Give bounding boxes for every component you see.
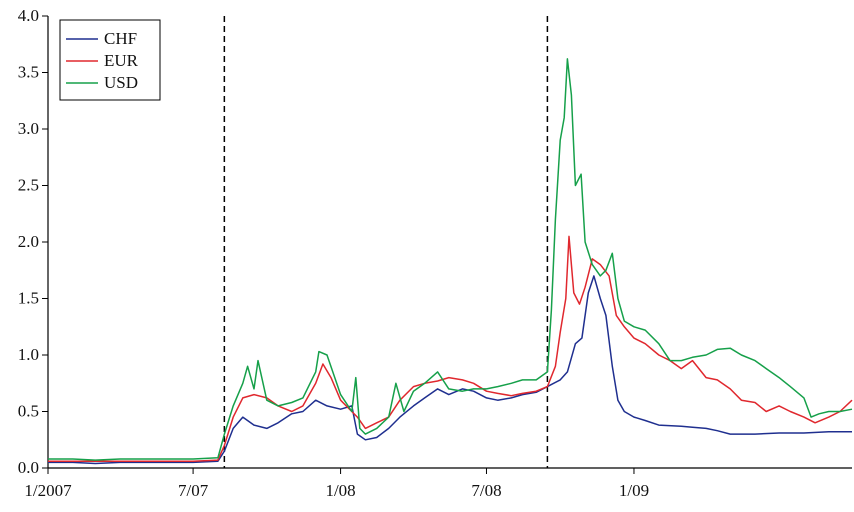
series-line-chf (48, 275, 852, 465)
axes (47, 16, 852, 469)
x-ticks: 1/2007 7/07 1/08 7/08 1/09 (24, 468, 649, 500)
series-line-eur (48, 235, 853, 462)
x-tick-label: 1/2007 (24, 481, 72, 500)
x-tick-label: 1/08 (325, 481, 355, 500)
y-tick-label: 1.0 (18, 345, 39, 364)
legend: CHF EUR USD (59, 19, 161, 101)
y-tick-label: 2.0 (18, 232, 39, 251)
legend-box (59, 19, 161, 101)
legend-label-eur: EUR (104, 51, 139, 70)
x-tick-label: 7/07 (178, 481, 209, 500)
y-tick-label: 1.5 (18, 289, 39, 308)
event-lines (223, 16, 549, 468)
y-tick-label: 3.0 (18, 119, 39, 138)
y-tick-label: 0.5 (18, 402, 39, 421)
y-tick-label: 2.5 (18, 176, 39, 195)
x-tick-label: 7/08 (471, 481, 501, 500)
y-ticks: 0.0 0.5 1.0 1.5 2.0 2.5 3.0 3.5 4.0 (18, 6, 48, 477)
y-tick-label: 3.5 (18, 63, 39, 82)
legend-label-usd: USD (104, 73, 138, 92)
y-tick-label: 0.0 (18, 458, 39, 477)
series-line-usd (48, 58, 853, 461)
legend-label-chf: CHF (104, 29, 137, 48)
y-tick-label: 4.0 (18, 6, 39, 25)
x-tick-label: 1/09 (619, 481, 649, 500)
series-lines (48, 58, 853, 465)
